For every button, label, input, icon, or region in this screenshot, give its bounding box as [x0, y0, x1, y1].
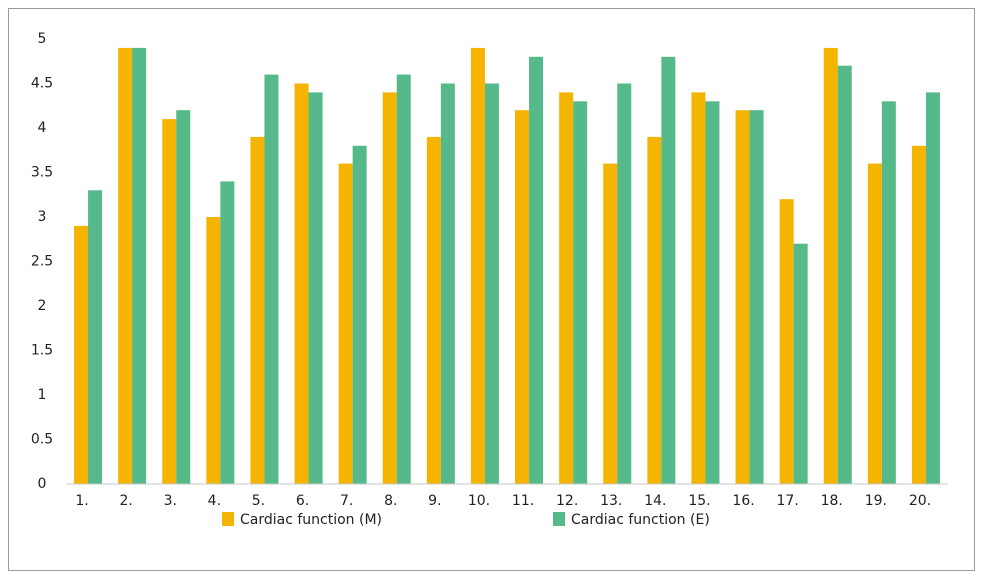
bar — [573, 101, 588, 485]
y-tick-label: 1.5 — [31, 343, 53, 359]
x-tick-label: 17. — [777, 493, 799, 509]
bar — [470, 47, 485, 485]
x-tick-label: 6. — [296, 493, 309, 509]
bar — [617, 83, 632, 484]
bar — [735, 110, 750, 484]
bar — [691, 92, 706, 485]
bar — [206, 217, 221, 484]
x-tick-label: 14. — [644, 493, 666, 509]
x-tick-label: 15. — [688, 493, 710, 509]
bar — [250, 136, 265, 484]
x-tick-label: 12. — [556, 493, 578, 509]
x-tick-label: 19. — [865, 493, 887, 509]
x-tick-label: 13. — [600, 493, 622, 509]
bar — [925, 92, 940, 485]
bar — [529, 56, 544, 485]
x-tick-label: 9. — [428, 493, 441, 509]
bar — [176, 110, 191, 484]
bar — [352, 145, 367, 485]
x-tick-label: 20. — [909, 493, 931, 509]
bar — [88, 190, 103, 485]
x-tick-label: 7. — [340, 493, 353, 509]
bar — [515, 110, 530, 484]
y-tick-label: 5 — [38, 31, 47, 47]
x-tick-label: 8. — [384, 493, 397, 509]
bar — [823, 47, 838, 485]
x-tick-label: 11. — [512, 493, 534, 509]
x-tick-label: 2. — [119, 493, 132, 509]
bar — [308, 92, 323, 485]
bar — [162, 119, 177, 484]
bar — [118, 47, 133, 485]
bar — [264, 74, 279, 484]
bar — [382, 92, 397, 485]
bar — [220, 181, 235, 484]
bar — [132, 47, 147, 485]
x-tick-label: 10. — [468, 493, 490, 509]
y-tick-label: 4 — [38, 120, 47, 136]
bar — [837, 65, 852, 484]
x-tick-label: 3. — [164, 493, 177, 509]
bar — [559, 92, 574, 485]
bar — [661, 56, 676, 485]
bar — [881, 101, 896, 485]
bar — [396, 74, 411, 484]
legend-label: Cardiac function (E) — [571, 512, 710, 528]
bar — [440, 83, 455, 484]
bar — [484, 83, 499, 484]
legend-swatch — [553, 512, 565, 526]
bar — [793, 243, 808, 484]
x-tick-label: 5. — [252, 493, 265, 509]
bar — [779, 199, 794, 484]
y-tick-label: 4.5 — [31, 76, 53, 92]
bar — [911, 145, 926, 485]
y-tick-label: 1 — [38, 387, 47, 403]
bar — [338, 163, 353, 484]
x-tick-label: 1. — [75, 493, 88, 509]
y-tick-label: 2 — [38, 298, 47, 314]
y-tick-label: 0 — [38, 476, 47, 492]
bar — [705, 101, 720, 485]
legend-label: Cardiac function (M) — [240, 512, 382, 528]
y-tick-label: 3.5 — [31, 165, 53, 181]
x-tick-label: 18. — [821, 493, 843, 509]
bar — [74, 225, 89, 484]
chart-border — [8, 8, 975, 571]
y-tick-label: 0.5 — [31, 432, 53, 448]
bar — [294, 83, 309, 484]
y-tick-label: 2.5 — [31, 254, 53, 270]
y-tick-label: 3 — [38, 209, 47, 225]
bar — [426, 136, 441, 484]
x-tick-label: 4. — [208, 493, 221, 509]
legend-swatch — [222, 512, 234, 526]
bar — [603, 163, 618, 484]
bar — [647, 136, 662, 484]
bar — [867, 163, 882, 484]
bar — [749, 110, 764, 484]
x-tick-label: 16. — [732, 493, 754, 509]
